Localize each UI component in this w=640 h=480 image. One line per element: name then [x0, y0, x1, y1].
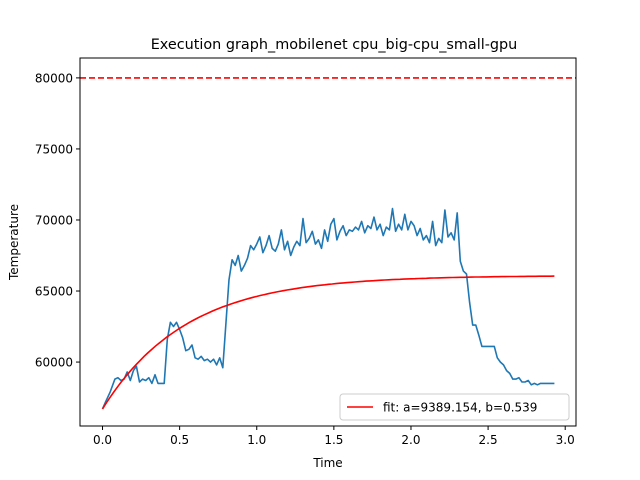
series-line-temperature — [101, 207, 555, 410]
y-tick-label: 70000 — [35, 213, 73, 227]
legend-label: fit: a=9389.154, b=0.539 — [383, 401, 537, 415]
y-tick-label: 75000 — [35, 142, 73, 156]
x-ticks: 0.0 0.5 1.0 1.5 2.0 2.5 3.0 — [93, 426, 575, 447]
series-line-fit — [101, 275, 555, 410]
axes-frame — [79, 57, 577, 427]
y-axis-title: Temperature — [7, 204, 21, 281]
x-axis-title: Time — [312, 456, 342, 470]
y-tick-label: 65000 — [35, 285, 73, 299]
legend-box — [339, 393, 570, 421]
x-tick-label: 1.0 — [247, 433, 266, 447]
y-tick-label: 80000 — [35, 71, 73, 85]
series-layer — [80, 77, 576, 410]
x-tick-label: 1.5 — [324, 433, 343, 447]
chart-title: Execution graph_mobilenet cpu_big-cpu_sm… — [151, 37, 518, 53]
x-tick-label: 3.0 — [556, 433, 575, 447]
x-tick-label: 2.5 — [479, 433, 498, 447]
axes-layer — [79, 57, 577, 427]
x-tick-label: 0.0 — [93, 433, 112, 447]
y-tick-label: 60000 — [35, 356, 73, 370]
x-tick-label: 0.5 — [170, 433, 189, 447]
y-ticks: 60000 65000 70000 75000 80000 — [35, 71, 80, 370]
legend: fit: a=9389.154, b=0.539 — [339, 393, 570, 421]
x-tick-label: 2.0 — [401, 433, 420, 447]
